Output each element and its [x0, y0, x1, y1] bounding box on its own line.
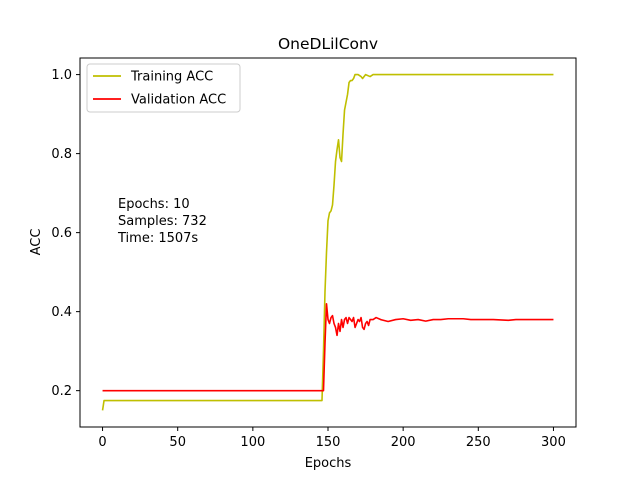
- annotation-line: Time: 1507s: [117, 231, 198, 246]
- annotation-line: Epochs: 10: [118, 197, 190, 212]
- x-axis-ticks: 0 50 100 150 200 250 300: [98, 427, 566, 450]
- x-tick-label: 0: [98, 435, 106, 450]
- x-tick-label: 50: [169, 435, 186, 450]
- annotation-line: Samples: 732: [118, 214, 207, 229]
- series-lines: [101, 73, 554, 411]
- chart-title: OneDLilConv: [278, 35, 378, 53]
- x-tick-label: 200: [391, 435, 416, 450]
- run-info-annotation: Epochs: 10 Samples: 732 Time: 1507s: [117, 197, 207, 246]
- legend-label: Validation ACC: [131, 93, 226, 108]
- y-tick-label: 0.6: [51, 226, 72, 241]
- y-tick-label: 0.8: [51, 147, 72, 162]
- x-axis-label: Epochs: [305, 456, 352, 471]
- y-tick-label: 0.2: [51, 384, 72, 399]
- x-tick-label: 100: [240, 435, 265, 450]
- series-line-training-acc: [101, 73, 554, 411]
- y-tick-label: 1.0: [51, 68, 72, 83]
- x-tick-label: 150: [316, 435, 341, 450]
- y-axis-ticks: 0.2 0.4 0.6 0.8 1.0: [51, 68, 80, 399]
- legend: Training ACC Validation ACC: [86, 63, 241, 113]
- x-tick-label: 250: [466, 435, 491, 450]
- legend-label: Training ACC: [130, 70, 213, 85]
- legend-box: [86, 63, 241, 113]
- x-tick-label: 300: [541, 435, 566, 450]
- series-line-validation-acc: [102, 302, 554, 392]
- y-tick-label: 0.4: [51, 305, 72, 320]
- y-axis-label: ACC: [29, 229, 44, 256]
